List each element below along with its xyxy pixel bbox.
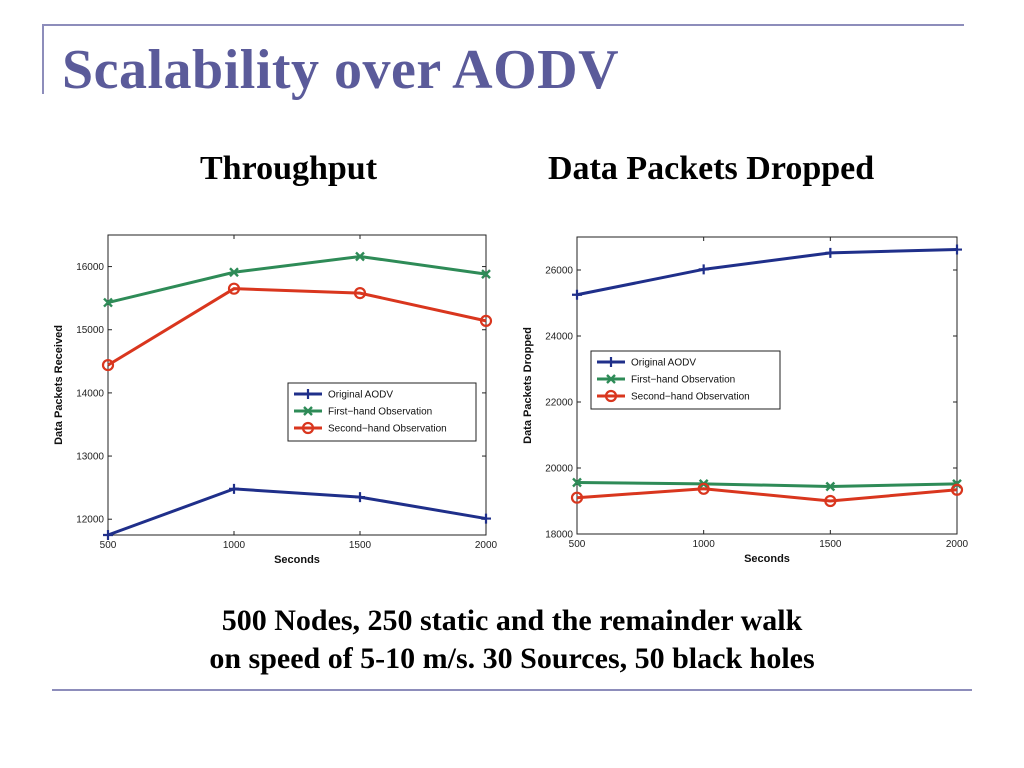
legend-label: Second−hand Observation xyxy=(328,424,447,435)
data-point xyxy=(229,483,239,494)
legend-marker xyxy=(303,406,313,416)
legend: Original AODV First−hand Observation Secon… xyxy=(287,382,477,442)
data-point xyxy=(825,247,836,258)
legend-marker xyxy=(606,357,616,367)
data-point xyxy=(825,481,836,492)
data-point xyxy=(353,287,367,300)
series-circle xyxy=(570,482,964,508)
slide-title: Scalability over AODV xyxy=(62,39,620,101)
y-tick-label: 20000 xyxy=(545,464,573,475)
x-tick-label: 1500 xyxy=(349,540,372,551)
dropped-chart: 500 1000 1500 2000 18000 20000 22000 24000 26000… xyxy=(522,236,969,565)
data-point xyxy=(697,482,710,495)
legend: Original AODV First−hand Observation Secon… xyxy=(590,350,781,410)
x-tick-label: 500 xyxy=(100,540,117,551)
legend-marker xyxy=(301,421,315,435)
series-line xyxy=(107,287,487,367)
series-plus xyxy=(572,244,962,300)
y-tick-label: 24000 xyxy=(545,332,573,343)
data-point xyxy=(572,477,582,488)
x-tick-label: 500 xyxy=(569,539,586,550)
bottom-rule xyxy=(52,689,972,691)
y-axis-label: Data Packets Dropped xyxy=(522,327,534,444)
caption-line-2: on speed of 5-10 m/s. 30 Sources, 50 bla… xyxy=(209,642,815,675)
slide-caption: 500 Nodes, 250 static and the remainder … xyxy=(0,602,1024,678)
y-tick-label: 18000 xyxy=(545,530,573,541)
data-point xyxy=(572,289,582,300)
throughput-chart: 500 1000 1500 2000 12000 13000 14000 15000 16000… xyxy=(53,234,498,566)
data-point xyxy=(570,491,584,504)
legend-label: Second−hand Observation xyxy=(631,392,750,403)
data-point xyxy=(101,359,115,372)
x-axis-label: Seconds xyxy=(744,553,790,565)
data-point xyxy=(355,492,365,503)
y-tick-label: 22000 xyxy=(545,398,573,409)
throughput-subtitle: Throughput xyxy=(200,150,378,187)
x-tick-label: 2000 xyxy=(475,540,498,551)
x-tick-label: 1000 xyxy=(693,539,716,550)
dropped-subtitle: Data Packets Dropped xyxy=(548,150,875,187)
data-point xyxy=(698,264,709,275)
legend-label: First−hand Observation xyxy=(328,407,432,418)
y-tick-label: 14000 xyxy=(76,388,104,399)
y-tick-label: 16000 xyxy=(76,262,104,273)
y-tick-label: 26000 xyxy=(545,266,573,277)
series-circle xyxy=(101,282,493,372)
data-point xyxy=(355,251,365,262)
data-point xyxy=(481,513,491,524)
data-point xyxy=(103,297,113,308)
data-point xyxy=(227,282,241,295)
data-point xyxy=(481,269,491,280)
legend-label: Original AODV xyxy=(328,390,393,401)
y-tick-label: 12000 xyxy=(76,515,104,526)
top-rule xyxy=(42,24,964,26)
legend-label: First−hand Observation xyxy=(631,375,735,386)
series-plus xyxy=(103,483,491,540)
series-x xyxy=(103,251,491,308)
x-tick-label: 1000 xyxy=(223,540,246,551)
y-tick-label: 13000 xyxy=(76,452,104,463)
data-point xyxy=(824,494,837,508)
x-axis-label: Seconds xyxy=(274,554,320,566)
series-line xyxy=(576,481,958,488)
y-axis-label: Data Packets Received xyxy=(53,325,65,445)
data-point xyxy=(229,267,239,278)
legend-marker xyxy=(606,374,616,384)
legend-marker xyxy=(604,389,618,403)
x-tick-label: 1500 xyxy=(819,539,842,550)
legend-marker xyxy=(303,389,313,399)
series-line xyxy=(576,487,958,503)
left-rule xyxy=(42,24,44,94)
series-line xyxy=(576,248,958,297)
series-line xyxy=(107,254,487,305)
data-point xyxy=(103,530,113,540)
data-point xyxy=(952,244,962,255)
data-point xyxy=(950,483,964,496)
legend-label: Original AODV xyxy=(631,358,696,369)
series-line xyxy=(107,487,487,537)
data-point xyxy=(479,314,493,327)
x-tick-label: 2000 xyxy=(946,539,969,550)
caption-line-1: 500 Nodes, 250 static and the remainder … xyxy=(221,604,803,637)
y-tick-label: 15000 xyxy=(76,325,104,336)
